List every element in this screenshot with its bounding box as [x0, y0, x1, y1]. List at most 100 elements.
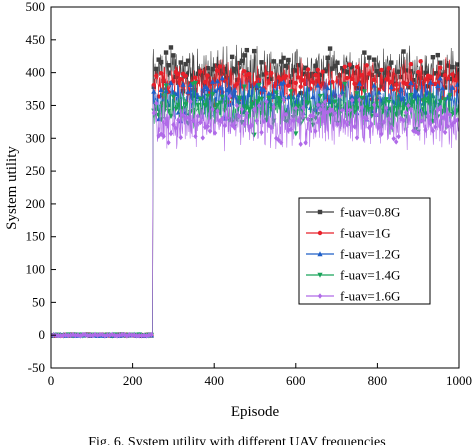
- series-marker: [400, 105, 407, 111]
- series-marker: [195, 71, 201, 76]
- series-marker: [442, 85, 448, 90]
- series-marker: [100, 331, 105, 338]
- series-marker: [224, 100, 230, 106]
- series-marker: [435, 107, 440, 113]
- series-marker: [158, 86, 164, 92]
- series-marker: [158, 59, 164, 65]
- y-tick-label: -50: [28, 360, 45, 375]
- series-marker: [371, 102, 377, 108]
- series-marker: [178, 60, 183, 65]
- series-marker: [154, 73, 159, 78]
- series-marker: [450, 64, 455, 70]
- series-marker: [313, 128, 318, 134]
- series-marker: [264, 71, 269, 76]
- series-marker: [288, 89, 294, 95]
- series-marker: [442, 97, 448, 103]
- series-marker: [207, 128, 213, 134]
- series-marker: [371, 82, 377, 88]
- series-marker: [369, 121, 374, 128]
- series-marker: [315, 102, 321, 108]
- series-marker: [195, 113, 201, 119]
- series-marker: [295, 104, 301, 110]
- series-marker: [352, 81, 357, 86]
- figure-caption: Fig. 6. System utility with different UA…: [88, 435, 385, 445]
- series-marker: [305, 86, 311, 92]
- series-marker: [259, 60, 264, 65]
- series-marker: [141, 332, 147, 339]
- series-marker: [193, 75, 198, 80]
- series-marker: [227, 93, 232, 99]
- series-marker: [386, 99, 392, 105]
- series-marker: [367, 71, 372, 76]
- series-marker: [318, 72, 323, 77]
- series-marker: [298, 141, 303, 147]
- series-marker: [354, 134, 360, 141]
- legend-marker: [317, 209, 323, 215]
- series-marker: [237, 60, 242, 66]
- series-marker: [438, 60, 443, 65]
- series-marker: [249, 83, 254, 89]
- series-marker: [398, 86, 404, 92]
- series-marker: [283, 63, 289, 69]
- series-marker: [97, 331, 103, 338]
- y-tick-label: 250: [26, 163, 46, 178]
- series-marker: [325, 55, 330, 60]
- series-marker: [151, 88, 157, 94]
- series-marker: [342, 119, 347, 125]
- series-marker: [271, 59, 276, 64]
- series-marker: [256, 77, 262, 82]
- series-marker: [450, 121, 455, 128]
- series-marker: [286, 127, 291, 134]
- series-marker: [320, 69, 325, 74]
- series-marker: [291, 117, 296, 124]
- series-marker: [234, 81, 240, 87]
- series-marker: [293, 80, 298, 86]
- series-marker: [445, 123, 450, 129]
- series-marker: [154, 100, 159, 107]
- series-marker: [261, 86, 267, 92]
- series-marker: [161, 93, 167, 99]
- series-marker: [173, 90, 179, 96]
- series-marker: [410, 99, 416, 105]
- series-marker: [119, 331, 125, 338]
- series-marker: [357, 97, 362, 103]
- series-marker: [127, 331, 132, 338]
- series-marker: [376, 89, 382, 95]
- series-marker: [440, 85, 446, 91]
- series-marker: [381, 108, 387, 114]
- series-marker: [408, 93, 414, 99]
- series-marker: [433, 124, 438, 130]
- series-marker: [440, 72, 445, 77]
- series-marker: [202, 102, 208, 108]
- series-marker: [203, 124, 208, 130]
- series-marker: [313, 63, 318, 69]
- legend-label: f-uav=1.4G: [340, 268, 400, 283]
- series-marker: [442, 129, 448, 136]
- series-marker: [337, 73, 343, 78]
- series-marker: [180, 112, 186, 118]
- series-marker: [447, 111, 453, 118]
- series-marker: [200, 135, 205, 141]
- series-marker: [389, 79, 394, 85]
- series-marker: [215, 63, 220, 69]
- series-marker: [332, 99, 338, 105]
- series-marker: [374, 112, 379, 118]
- series-marker: [435, 82, 441, 88]
- series-marker: [359, 104, 365, 111]
- series-marker: [364, 75, 369, 80]
- series-marker: [300, 78, 306, 83]
- series-marker: [401, 49, 406, 54]
- series-marker: [269, 70, 274, 76]
- series-marker: [330, 66, 335, 71]
- series-marker: [420, 117, 426, 124]
- series-marker: [418, 59, 423, 64]
- series-marker: [80, 331, 86, 338]
- series-marker: [185, 114, 191, 121]
- series-marker: [264, 98, 269, 105]
- series-marker: [193, 133, 198, 140]
- y-tick-label: 500: [26, 0, 46, 14]
- series-marker: [438, 65, 443, 70]
- series-marker: [337, 81, 343, 86]
- series-marker: [300, 71, 306, 77]
- series-marker: [65, 332, 71, 339]
